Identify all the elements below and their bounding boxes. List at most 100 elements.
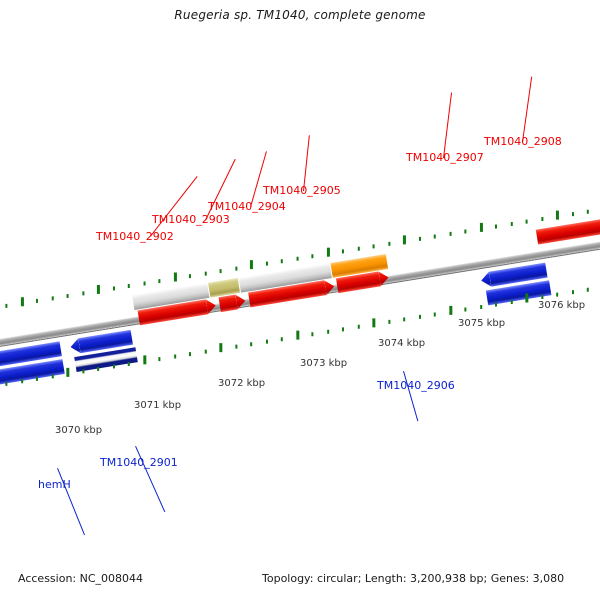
tick-minor <box>311 254 314 259</box>
tick-minor <box>387 319 390 324</box>
tick-minor <box>418 314 421 319</box>
ruler-tick-label: 3074 kbp <box>378 338 426 349</box>
tick-minor <box>540 217 543 222</box>
tick-minor <box>234 344 237 349</box>
tick-minor <box>143 281 146 286</box>
tick-minor <box>158 279 161 284</box>
tick-major <box>142 355 146 365</box>
ruler-tick-label: 3072 kbp <box>218 378 266 389</box>
feature-body <box>535 218 600 245</box>
tick-minor <box>158 357 161 362</box>
tick-minor <box>525 219 528 224</box>
tick-minor <box>265 261 268 266</box>
tick-minor <box>112 364 115 369</box>
tick-major <box>249 260 253 270</box>
tick-minor <box>326 329 329 334</box>
tick-major <box>525 293 529 303</box>
tick-minor <box>5 303 8 308</box>
tick-minor <box>219 269 222 274</box>
tick-minor <box>586 209 589 214</box>
tick-minor <box>357 246 360 251</box>
tick-minor <box>510 300 513 305</box>
tick-major <box>173 272 177 282</box>
genome-ruler-track <box>0 218 600 390</box>
gene-label-tm1040_2907[interactable]: TM1040_2907 <box>406 151 484 164</box>
tick-major <box>20 297 24 307</box>
tick-major <box>555 210 559 220</box>
tick-major <box>326 247 330 257</box>
tick-minor <box>188 352 191 357</box>
tick-minor <box>433 234 436 239</box>
tick-minor <box>540 295 543 300</box>
tick-minor <box>311 332 314 337</box>
tick-minor <box>296 256 299 261</box>
tick-minor <box>250 342 253 347</box>
tick-minor <box>204 271 207 276</box>
tick-minor <box>372 244 375 249</box>
tick-minor <box>127 284 130 289</box>
tick-minor <box>35 298 38 303</box>
tick-minor <box>112 286 115 291</box>
tick-minor <box>234 266 237 271</box>
tick-major <box>219 343 223 353</box>
tick-minor <box>449 231 452 237</box>
footer-divider <box>0 556 600 557</box>
tick-minor <box>464 229 467 234</box>
tick-major <box>295 330 299 340</box>
tick-minor <box>479 305 482 310</box>
gene-feature-tm1040_2903[interactable] <box>218 293 246 313</box>
gene-label-tm1040_2905[interactable]: TM1040_2905 <box>263 184 341 197</box>
accession-text: Accession: NC_008044 <box>18 572 144 585</box>
tick-major <box>448 305 452 315</box>
tick-minor <box>357 324 360 329</box>
ruler-tick-label: 3071 kbp <box>134 400 182 411</box>
tick-major <box>96 284 100 294</box>
tick-minor <box>127 362 130 367</box>
tick-major <box>66 367 70 377</box>
tick-minor <box>51 374 54 379</box>
tick-minor <box>81 291 84 296</box>
tick-minor <box>510 222 513 227</box>
tick-minor <box>280 259 283 264</box>
tick-minor <box>433 312 436 317</box>
tick-minor <box>418 236 421 241</box>
gene-label-tm1040_2903[interactable]: TM1040_2903 <box>152 213 230 226</box>
tick-minor <box>5 381 8 386</box>
tick-minor <box>571 212 574 217</box>
tick-minor <box>188 274 191 279</box>
tick-minor <box>204 349 207 354</box>
gene-label-tm1040_2908[interactable]: TM1040_2908 <box>484 135 562 148</box>
gene-label-tm1040_2904[interactable]: TM1040_2904 <box>208 200 286 213</box>
tick-major <box>372 318 376 328</box>
tick-minor <box>265 339 268 344</box>
tick-minor <box>494 224 497 229</box>
tick-minor <box>403 317 406 322</box>
tick-minor <box>51 296 54 301</box>
gene-label-hemh[interactable]: hemH <box>38 478 71 491</box>
tick-major <box>479 222 483 232</box>
gene-feature-tm1040_2907[interactable] <box>535 217 600 245</box>
page-title: Ruegeria sp. TM1040, complete genome <box>174 8 426 22</box>
tick-minor <box>81 369 84 374</box>
ruler-tick-label: 3070 kbp <box>55 425 103 436</box>
tick-minor <box>341 249 344 254</box>
tick-minor <box>556 292 559 297</box>
leader-line-tm1040_2908 <box>522 76 533 143</box>
tick-minor <box>571 290 574 295</box>
tick-minor <box>387 241 390 246</box>
gene-label-tm1040_2901[interactable]: TM1040_2901 <box>100 456 178 469</box>
gene-label-tm1040_2902[interactable]: TM1040_2902 <box>96 230 174 243</box>
genome-summary-text: Topology: circular; Length: 3,200,938 bp… <box>262 572 565 585</box>
leader-line-tm1040_2907 <box>443 92 453 159</box>
tick-minor <box>173 354 176 359</box>
leader-line-tm1040_2904 <box>250 151 267 208</box>
ruler-tick-label: 3073 kbp <box>300 358 348 369</box>
tick-minor <box>280 337 283 342</box>
leader-line-hemh <box>57 468 85 536</box>
tick-major <box>402 235 406 245</box>
tick-minor <box>20 379 23 384</box>
ruler-tick-label: 3075 kbp <box>458 318 506 329</box>
gene-label-tm1040_2906[interactable]: TM1040_2906 <box>377 379 455 392</box>
tick-minor <box>66 293 69 298</box>
